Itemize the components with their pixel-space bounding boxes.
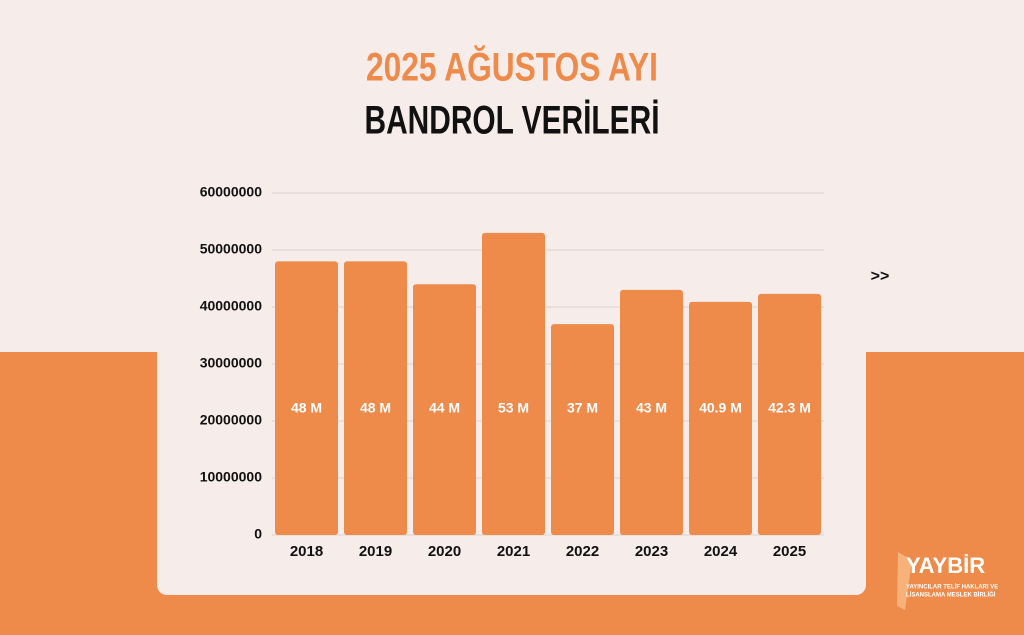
bar [275,261,338,535]
x-tick-label: 2025 [773,543,806,560]
next-arrow[interactable]: >> [871,268,890,285]
value-label: 53 M [498,400,529,416]
bar [620,289,683,535]
y-tick-label: 40000000 [200,298,263,314]
y-tick-label: 20000000 [200,412,263,428]
y-tick-label: 50000000 [200,241,263,257]
value-label: 40.9 M [699,400,742,416]
bar [689,301,752,535]
bar [758,293,821,535]
logo-line: LİSANSLAMA MESLEK BİRLİĞİ [906,591,996,599]
x-tick-label: 2023 [635,543,668,560]
x-tick-label: 2018 [290,543,323,560]
logo-line: YAYINCILAR TELİF HAKLARI VE [906,584,998,591]
bar [413,284,476,535]
logo-name: YAYBİR [906,553,985,578]
value-label: 44 M [429,400,460,416]
y-tick-label: 0 [254,526,262,542]
x-tick-label: 2024 [704,543,738,560]
logo: YAYBİR YAYINCILAR TELİF HAKLARI VE LİSAN… [897,552,998,610]
value-label: 48 M [360,400,391,416]
x-tick-label: 2020 [428,543,461,560]
y-tick-label: 30000000 [200,355,263,371]
y-tick-label: 10000000 [200,469,263,485]
value-label: 37 M [567,400,598,416]
value-label: 48 M [291,400,322,416]
x-tick-label: 2022 [566,543,599,560]
bar [482,232,545,535]
bar [344,261,407,535]
chart-title: 2025 AĞUSTOS AYI [366,44,658,90]
x-tick-label: 2021 [497,543,530,560]
bar [551,324,614,535]
x-tick-label: 2019 [359,543,392,560]
value-label: 43 M [636,400,667,416]
y-tick-label: 60000000 [200,184,263,200]
logo-mark [897,552,912,610]
chart-subtitle: BANDROL VERİLERİ [365,99,660,143]
value-label: 42.3 M [768,400,811,416]
